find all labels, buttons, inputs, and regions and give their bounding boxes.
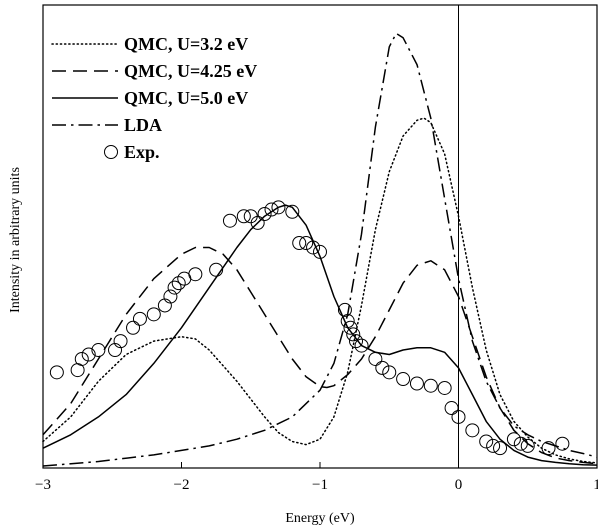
exp-data-point (479, 434, 494, 449)
exp-data-point (81, 347, 96, 362)
x-axis-ticks: −3 −2 −1 0 1 (35, 462, 598, 493)
exp-data-point (132, 311, 147, 326)
x-tick-label: 0 (455, 477, 463, 493)
series-layer (42, 32, 598, 467)
legend-swatch (104, 145, 118, 159)
exp-data-point (271, 200, 286, 215)
legend-item: QMC, U=5.0 eV (52, 88, 248, 108)
exp-data-point (337, 302, 352, 317)
exp-data-point (354, 338, 369, 353)
x-tick-label: 1 (593, 477, 598, 493)
exp-data-point (292, 236, 307, 250)
exp-data-point (171, 276, 186, 291)
exp-data-point (444, 401, 459, 416)
series-line-1 (42, 246, 598, 465)
exp-data-point (126, 320, 141, 335)
exp-data-point (222, 213, 237, 228)
series-line-2 (42, 204, 598, 466)
legend-label: QMC, U=3.2 eV (124, 34, 248, 54)
exp-data-point (306, 240, 321, 255)
exp-data-point (382, 365, 397, 380)
exp-data-point (188, 267, 203, 282)
exp-data-point (541, 441, 556, 456)
exp-data-point (493, 441, 508, 456)
legend-item: QMC, U=4.25 eV (52, 61, 257, 81)
exp-data-point (257, 207, 272, 222)
exp-data-point (346, 327, 361, 342)
series-exp (49, 200, 570, 456)
series-line-0 (42, 117, 598, 464)
exp-data-point (437, 380, 452, 395)
exp-data-point (236, 209, 251, 224)
exp-data-point (167, 280, 182, 295)
legend-label: QMC, U=5.0 eV (124, 88, 248, 108)
y-axis-label: Intensity in arbitrary units (8, 167, 23, 313)
exp-data-point (465, 423, 480, 438)
x-tick-label: −2 (174, 477, 190, 493)
x-tick-label: −3 (35, 477, 51, 493)
exp-data-point (555, 436, 570, 451)
exp-data-point (375, 360, 390, 375)
exp-data-point (423, 378, 438, 393)
exp-data-point (368, 351, 383, 366)
legend-label: QMC, U=4.25 eV (124, 61, 257, 81)
exp-data-point (451, 409, 466, 424)
exp-data-point (264, 202, 279, 217)
exp-data-point (108, 343, 123, 358)
exp-data-point (113, 334, 128, 349)
exp-data-point (49, 365, 64, 380)
exp-data-point (285, 204, 300, 219)
exp-data-point (343, 320, 358, 335)
legend-label: Exp. (124, 142, 160, 162)
legend: QMC, U=3.2 eV QMC, U=4.25 eV QMC, U=5.0 eV… (51, 34, 257, 162)
exp-data-point (520, 438, 535, 453)
exp-data-point (513, 436, 528, 451)
legend-item: Exp. (104, 142, 160, 162)
exp-data-point (409, 376, 424, 391)
exp-data-point (163, 289, 178, 304)
exp-data-point (299, 236, 314, 250)
exp-data-point (91, 343, 106, 358)
legend-label: LDA (124, 115, 162, 135)
x-tick-label: −1 (312, 477, 328, 493)
series-line-3 (42, 32, 598, 467)
exp-data-point (340, 314, 355, 329)
exp-data-point (157, 298, 172, 313)
exp-data-point (250, 215, 265, 230)
legend-item: QMC, U=3.2 eV (51, 34, 248, 54)
exp-data-point (396, 372, 411, 387)
exp-data-point (349, 334, 364, 349)
legend-item: LDA (52, 115, 162, 135)
exp-data-point (146, 307, 161, 322)
x-axis-label: Energy (eV) (285, 511, 355, 526)
exp-data-point (313, 244, 327, 259)
exp-data-point (486, 438, 501, 453)
exp-data-point (74, 351, 89, 366)
exp-data-point (506, 432, 521, 447)
exp-data-point (209, 262, 224, 277)
